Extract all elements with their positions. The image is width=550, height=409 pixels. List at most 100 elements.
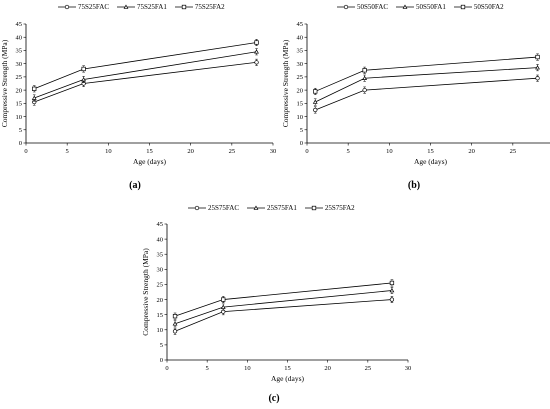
y-tick-label: 10 — [16, 114, 23, 121]
legend-item: 25S75FA1 — [247, 204, 297, 212]
y-axis-label: Compressive Strength (MPa) — [141, 248, 150, 336]
y-tick-label: 30 — [157, 267, 164, 274]
series-line — [34, 42, 257, 90]
x-tick-label: 10 — [386, 148, 393, 155]
y-tick-label: 20 — [157, 297, 164, 304]
x-axis-label: Age (days) — [414, 157, 448, 166]
data-point — [172, 329, 178, 334]
data-point — [362, 68, 367, 73]
legend-item: 50S50FAC — [337, 3, 388, 11]
x-tick-label: 30 — [405, 365, 412, 372]
data-point — [312, 99, 318, 104]
x-tick-label: 25 — [510, 148, 517, 155]
series-square — [32, 39, 259, 93]
y-axis-label: Compressive Strength (MPa) — [281, 39, 290, 127]
legend-swatch — [174, 4, 193, 10]
data-point — [220, 304, 226, 309]
legend-item: 75S25FA2 — [174, 3, 225, 11]
legend-swatch — [396, 4, 414, 9]
y-tick-label: 45 — [157, 221, 164, 228]
y-tick-label: 20 — [16, 87, 23, 94]
chart-panel-a: 0 5 10 15 20 25 30 0 5 10 15 20 25 30 35 40 45 Age (days)… — [0, 14, 276, 174]
x-tick-label: 25 — [229, 148, 236, 155]
y-tick-label: 10 — [297, 114, 304, 121]
data-point — [389, 297, 395, 302]
legend-item: 25S75FAC — [188, 204, 239, 212]
data-point — [313, 107, 318, 113]
y-tick-label: 20 — [297, 87, 304, 94]
legend-label: 50S50FA1 — [416, 3, 446, 11]
y-tick-label: 30 — [16, 61, 23, 68]
legend-swatch — [304, 205, 323, 211]
x-tick-label: 10 — [105, 148, 112, 155]
series-square — [313, 53, 540, 95]
x-tick-label: 5 — [206, 365, 209, 372]
y-tick-label: 35 — [157, 251, 164, 258]
x-tick-label: 5 — [66, 148, 69, 155]
legend-swatch — [188, 205, 206, 211]
legend-marker — [64, 4, 70, 10]
series-line — [174, 299, 392, 332]
x-tick-label: 10 — [244, 365, 251, 372]
series-line — [34, 61, 257, 103]
data-point — [389, 280, 395, 286]
x-tick-label: 0 — [305, 148, 308, 155]
x-tick-label: 20 — [187, 148, 194, 155]
data-point — [254, 49, 259, 54]
y-tick-label: 35 — [297, 48, 304, 55]
caption-b: (b) — [407, 180, 421, 191]
data-point — [221, 297, 226, 302]
y-tick-label: 0 — [19, 140, 22, 147]
data-point — [254, 60, 259, 65]
data-point — [32, 86, 37, 91]
data-point — [535, 65, 540, 70]
legend-label: 25S75FAC — [208, 204, 239, 212]
data-point — [313, 89, 318, 94]
y-tick-label: 15 — [157, 312, 164, 319]
x-tick-label: 15 — [427, 148, 434, 155]
series-square — [172, 279, 395, 320]
legend-label: 75S25FA2 — [194, 3, 225, 11]
chart-a: 0 5 10 15 20 25 30 0 5 10 15 20 25 30 35 40 45 Age (days)… — [0, 21, 276, 166]
series-line — [34, 51, 257, 99]
y-tick-label: 40 — [157, 236, 164, 243]
legend-marker — [311, 205, 316, 211]
y-tick-label: 25 — [157, 282, 164, 289]
series-line — [315, 77, 538, 111]
legend-label: 25S75FA1 — [267, 204, 297, 212]
legend-label: 50S50FA2 — [473, 3, 504, 11]
y-tick-label: 35 — [16, 48, 23, 55]
legend-a: 75S25FAC 75S25FA1 75S25FA2 — [58, 3, 225, 11]
series-triangle — [31, 48, 259, 102]
series-triangle — [312, 64, 540, 106]
x-axis-label: Age (days) — [271, 374, 305, 383]
y-tick-label: 5 — [160, 342, 163, 349]
series-circle — [313, 74, 540, 114]
legend-label: 50S50FAC — [357, 3, 388, 11]
caption-a: (a) — [129, 180, 141, 191]
x-tick-label: 0 — [165, 365, 168, 372]
legend-swatch — [58, 4, 76, 10]
data-point — [535, 76, 540, 81]
data-point — [172, 321, 178, 326]
y-tick-label: 40 — [16, 34, 23, 41]
y-tick-label: 10 — [157, 327, 164, 334]
legend-marker — [402, 4, 408, 9]
series-line — [174, 282, 392, 317]
y-tick-label: 5 — [19, 127, 22, 134]
y-tick-label: 30 — [297, 61, 304, 68]
y-axis-label: Compressive Strength (MPa) — [0, 39, 9, 127]
caption-c: (c) — [268, 393, 280, 404]
legend-marker — [253, 205, 259, 210]
data-point — [389, 287, 395, 293]
y-tick-label: 45 — [297, 21, 304, 28]
x-tick-label: 5 — [347, 148, 350, 155]
legend-item: 50S50FA2 — [453, 3, 504, 11]
data-point — [535, 54, 540, 60]
y-tick-label: 15 — [297, 101, 304, 108]
data-point — [254, 40, 259, 45]
y-tick-label: 40 — [297, 34, 304, 41]
legend-c: 25S75FAC 25S75FA1 25S75FA2 — [188, 204, 355, 212]
x-tick-label: 15 — [146, 148, 153, 155]
